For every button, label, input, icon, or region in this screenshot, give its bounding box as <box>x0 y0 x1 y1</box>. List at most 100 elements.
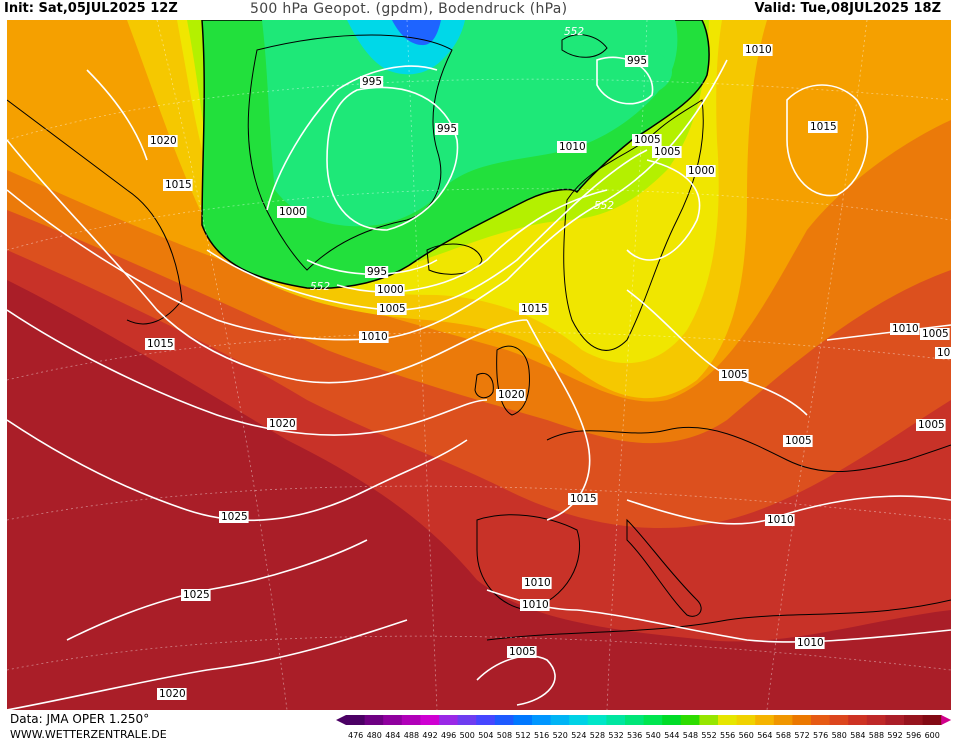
isobar-label: 1015 <box>810 121 837 133</box>
legend-tick-label: 512 <box>515 731 530 740</box>
color-legend: 476 480 484 488 492 496 500 504 508 512 516 520 524 5… <box>336 715 952 740</box>
coast-iberia <box>476 514 581 611</box>
coast-italy <box>626 518 702 617</box>
legend-tick-label: 576 <box>813 731 828 740</box>
legend-tick-label: 532 <box>608 731 623 740</box>
isobar-label-box <box>522 577 552 589</box>
isobar-label: 995 <box>362 76 382 88</box>
isobar-1015 <box>7 139 528 384</box>
isobar-label: 1000 <box>377 284 404 296</box>
legend-swatch <box>494 715 514 725</box>
coast-svalbard <box>561 34 608 58</box>
legend-tick-label: 568 <box>776 731 791 740</box>
grid-lon-3 <box>606 20 648 710</box>
grid-lat-1 <box>7 78 951 141</box>
isobar-1000-west <box>266 65 438 211</box>
isobar-label-box <box>267 418 297 430</box>
website-link[interactable]: WWW.WETTERZENTRALE.DE <box>10 728 167 741</box>
legend-swatch <box>383 715 403 725</box>
legend-swatch <box>792 715 812 725</box>
geopotential-label: 552 <box>310 281 330 293</box>
isobar-label: 1005 <box>922 328 949 340</box>
data-source: Data: JMA OPER 1.250° <box>10 712 150 726</box>
legend-swatch <box>736 715 756 725</box>
isobar-label-box <box>783 435 813 447</box>
isobar-label: 1010 <box>522 599 549 611</box>
legend-swatch <box>755 715 775 725</box>
isobar-1015-ne <box>786 84 869 197</box>
isobar-1020-s <box>7 619 408 710</box>
isobar-label: 1020 <box>150 135 177 147</box>
legend-swatch <box>866 715 886 725</box>
legend-tick-label: 488 <box>404 731 419 740</box>
isobar-label: 1005 <box>654 146 681 158</box>
legend-tick-label: 492 <box>422 731 437 740</box>
isobar-label: 1005 <box>634 134 661 146</box>
isobar-label: 1000 <box>937 347 951 359</box>
isobar-label: 1010 <box>361 331 388 343</box>
legend-swatch <box>364 715 384 725</box>
legend-swatch <box>829 715 849 725</box>
isobar-label: 1005 <box>785 435 812 447</box>
isobar-label-box <box>808 121 838 133</box>
isobar-1005-sw <box>476 655 556 706</box>
legend-swatch <box>885 715 905 725</box>
chart-title: 500 hPa Geopot. (gpdm), Bodendruck (hPa) <box>250 1 568 17</box>
isobar-1000-east <box>626 159 701 261</box>
legend-swatch <box>680 715 700 725</box>
legend-swatch <box>718 715 738 725</box>
isobar-labels: 9959959959951000100010001000100510051005… <box>145 44 951 700</box>
isobar-label-box <box>219 511 249 523</box>
isobar-label: 1005 <box>918 419 945 431</box>
legend-tick-label: 548 <box>683 731 698 740</box>
isobar-label: 995 <box>627 55 647 67</box>
legend-tick-label: 580 <box>832 731 847 740</box>
legend-arrow-high <box>941 715 952 725</box>
grid-lon-1 <box>156 20 288 710</box>
isobar-label: 1010 <box>767 514 794 526</box>
coast-greenland <box>247 34 453 271</box>
isobar-label: 1010 <box>559 141 586 153</box>
grid-lon-2 <box>406 20 438 710</box>
legend-swatch <box>587 715 607 725</box>
valid-time: Valid: Tue,08JUL2025 18Z <box>754 1 941 16</box>
isobar-995-east <box>596 56 654 105</box>
legend-swatch <box>773 715 793 725</box>
isobar-label-box <box>568 493 598 505</box>
isobar-label-box <box>520 599 550 611</box>
legend-tick-label: 572 <box>794 731 809 740</box>
legend-swatch <box>532 715 552 725</box>
isobar-label-box <box>496 389 526 401</box>
latlon-grid <box>7 20 951 710</box>
legend-swatch <box>848 715 868 725</box>
isobar-label: 1020 <box>498 389 525 401</box>
legend-tick-label: 484 <box>385 731 400 740</box>
isobar-label-box <box>625 55 649 67</box>
legend-tick-label: 496 <box>441 731 456 740</box>
isobar-label: 1025 <box>183 589 210 601</box>
legend-tick-label: 588 <box>869 731 884 740</box>
isobar-1005 <box>206 149 648 311</box>
legend-swatch <box>513 715 533 725</box>
isobar-1010-e <box>826 324 951 341</box>
contour-labels: 552 552 552 <box>310 26 614 293</box>
legend-tick-label: 560 <box>739 731 754 740</box>
legend-tick-label: 536 <box>627 731 642 740</box>
isobar-label-box <box>719 369 749 381</box>
coast-canada <box>7 99 183 325</box>
legend-tick-label: 516 <box>534 731 549 740</box>
legend-tick-label: 596 <box>906 731 921 740</box>
isobar-label-box <box>148 135 178 147</box>
grid-lon-4 <box>766 20 868 710</box>
legend-swatch <box>699 715 719 725</box>
legend-tick-label: 520 <box>553 731 568 740</box>
grid-lat-4 <box>7 485 951 521</box>
legend-tick-label: 540 <box>646 731 661 740</box>
isobar-label-box <box>920 328 950 340</box>
legend-swatch <box>457 715 477 725</box>
isobar-label: 995 <box>367 266 387 278</box>
legend-swatch <box>569 715 589 725</box>
coast-europe <box>546 426 951 473</box>
legend-swatch <box>643 715 663 725</box>
isobar-label-box <box>277 206 307 218</box>
